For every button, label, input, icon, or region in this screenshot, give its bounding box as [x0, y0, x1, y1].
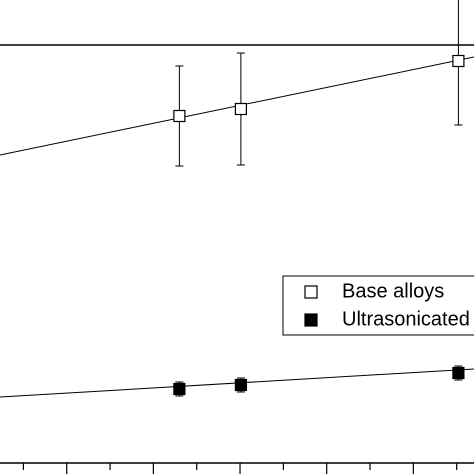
data-point — [234, 378, 247, 392]
legend-marker — [304, 285, 318, 299]
legend-label: Base alloys — [342, 280, 444, 302]
data-point — [173, 382, 186, 396]
data-point — [234, 102, 247, 116]
data-point — [452, 366, 465, 380]
data-point — [452, 54, 465, 68]
legend-marker — [304, 313, 318, 327]
data-point — [173, 109, 186, 123]
legend-label: Ultrasonicated — [342, 308, 470, 330]
